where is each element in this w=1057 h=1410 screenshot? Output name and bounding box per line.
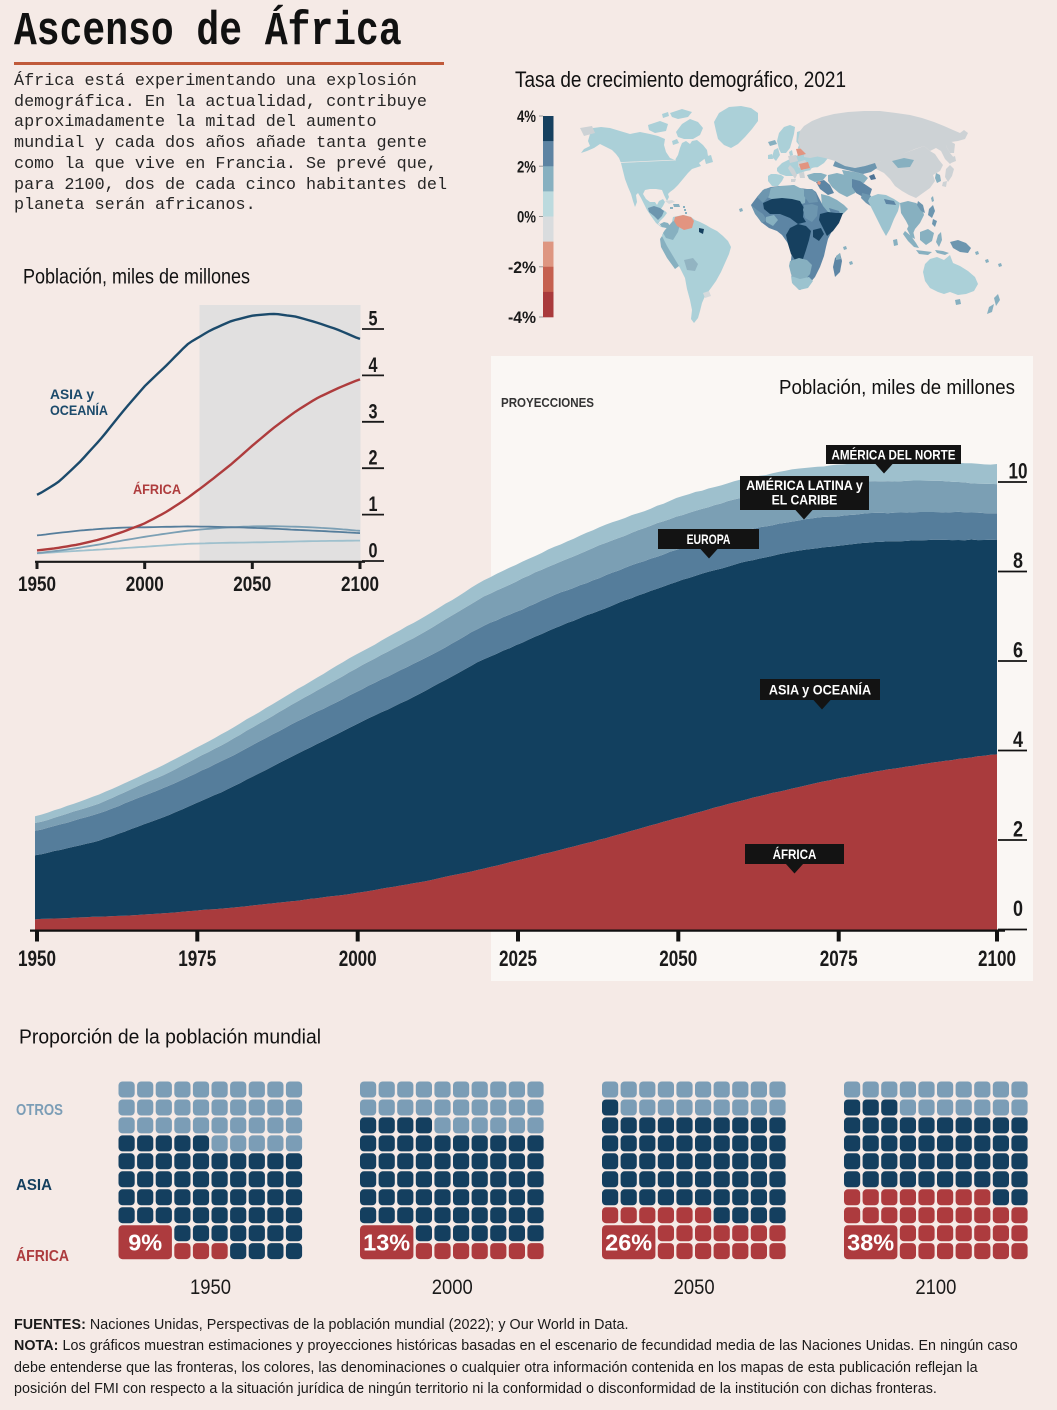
svg-text:-2%: -2% [508, 258, 536, 277]
svg-text:1950: 1950 [190, 1276, 231, 1299]
svg-text:3: 3 [369, 400, 378, 423]
svg-text:AMÉRICA DEL NORTE: AMÉRICA DEL NORTE [831, 447, 955, 463]
svg-text:2000: 2000 [339, 946, 377, 971]
svg-text:2: 2 [369, 447, 378, 470]
svg-text:4: 4 [369, 354, 378, 377]
svg-text:9%: 9% [128, 1230, 162, 1256]
svg-text:EL CARIBE: EL CARIBE [772, 492, 838, 508]
svg-text:Tasa de crecimiento demográfic: Tasa de crecimiento demográfico, 2021 [515, 67, 846, 92]
svg-text:26%: 26% [605, 1230, 652, 1256]
svg-text:4%: 4% [517, 107, 536, 126]
svg-text:1: 1 [369, 493, 378, 516]
svg-text:8: 8 [1013, 548, 1023, 573]
svg-text:Proporción de la población mun: Proporción de la población mundial [19, 1026, 321, 1049]
svg-text:PROYECCIONES: PROYECCIONES [501, 395, 594, 410]
svg-text:2100: 2100 [915, 1276, 956, 1299]
svg-text:0%: 0% [517, 208, 536, 227]
svg-text:38%: 38% [847, 1230, 894, 1256]
svg-text:4: 4 [1013, 727, 1024, 752]
svg-text:2075: 2075 [820, 946, 858, 971]
svg-text:1950: 1950 [18, 946, 56, 971]
svg-text:2050: 2050 [674, 1276, 715, 1299]
svg-text:2000: 2000 [432, 1276, 473, 1299]
svg-text:AMÉRICA LATINA y: AMÉRICA LATINA y [746, 477, 863, 493]
svg-text:ASIA y OCEANÍA: ASIA y OCEANÍA [769, 682, 871, 698]
svg-text:EUROPA: EUROPA [687, 531, 731, 547]
svg-text:2100: 2100 [978, 946, 1016, 971]
svg-text:2050: 2050 [233, 573, 271, 596]
svg-text:OTROS: OTROS [16, 1102, 63, 1119]
svg-text:1975: 1975 [178, 946, 216, 971]
svg-text:2%: 2% [517, 157, 536, 176]
svg-text:2100: 2100 [341, 573, 379, 596]
svg-text:13%: 13% [363, 1230, 410, 1256]
svg-text:ASIA y: ASIA y [50, 386, 94, 402]
svg-text:ASIA: ASIA [16, 1177, 52, 1194]
svg-text:ÁFRICA: ÁFRICA [773, 846, 817, 862]
svg-text:Población, miles de millones: Población, miles de millones [23, 266, 250, 289]
svg-text:ÁFRICA: ÁFRICA [16, 1246, 69, 1265]
svg-text:0: 0 [1013, 896, 1023, 921]
svg-text:-4%: -4% [508, 308, 536, 327]
svg-text:2: 2 [1013, 817, 1023, 842]
svg-text:1950: 1950 [18, 573, 56, 596]
svg-text:2050: 2050 [659, 946, 697, 971]
svg-text:Población, miles de millones: Población, miles de millones [779, 376, 1015, 399]
svg-text:2000: 2000 [126, 573, 164, 596]
svg-text:2025: 2025 [499, 946, 537, 971]
svg-text:5: 5 [369, 308, 378, 331]
svg-text:10: 10 [1009, 459, 1028, 484]
svg-text:0: 0 [369, 540, 378, 563]
svg-text:OCEANÍA: OCEANÍA [50, 402, 108, 418]
svg-text:6: 6 [1013, 638, 1023, 663]
svg-text:ÁFRICA: ÁFRICA [133, 481, 181, 497]
